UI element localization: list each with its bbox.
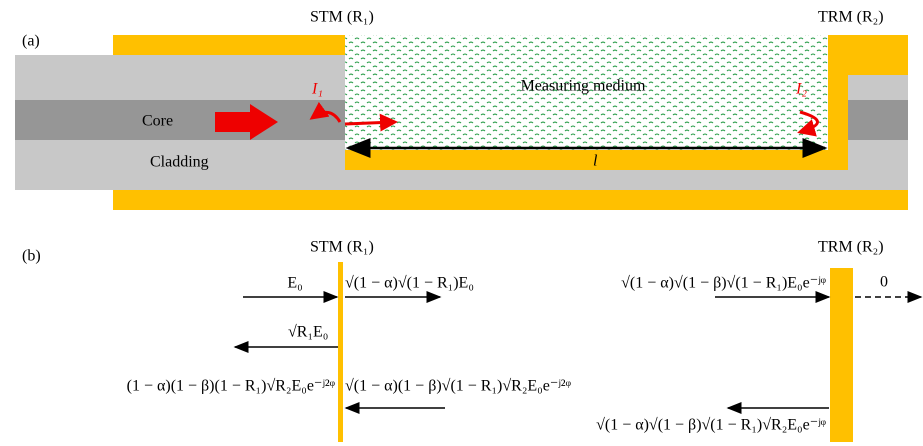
- cladding-bottom: [345, 170, 848, 190]
- panel-label: (b): [22, 248, 41, 265]
- panel-a: (a) STM (R₁) TRM (R₂) Measuring medium I…: [15, 9, 908, 210]
- expression: E₀: [287, 275, 302, 292]
- panel-label: (a): [22, 33, 40, 50]
- i2-label: I₂: [795, 81, 807, 98]
- expression: (1 − α)(1 − β)(1 − R₁)√R₂E₀e⁻ʲ²ᵠ: [127, 378, 336, 395]
- stm-mirror: [338, 262, 343, 442]
- i1-label: I₁: [311, 81, 323, 98]
- core-left: [15, 100, 345, 140]
- transmit-arrow: [345, 122, 395, 124]
- diagram: (a) STM (R₁) TRM (R₂) Measuring medium I…: [0, 0, 923, 446]
- core-label: Core: [142, 113, 173, 130]
- stm-label: STM (R₁): [310, 9, 374, 26]
- cladding-label: Cladding: [150, 154, 209, 171]
- expression: √R₁E₀: [288, 324, 328, 341]
- expression: √(1 − α)√(1 − R₁)E₀: [345, 275, 474, 292]
- expression: √(1 − α)√(1 − β)√(1 − R₁)√R₂E₀e⁻ʲᵠ: [596, 417, 827, 434]
- expression: √(1 − α)(1 − β)√(1 − R₁)√R₂E₀e⁻ʲ²ᵠ: [345, 378, 572, 395]
- core-right: [848, 100, 908, 140]
- length-label: l: [593, 153, 598, 170]
- trm-label: TRM (R₂): [818, 239, 884, 256]
- medium-label: Measuring medium: [521, 78, 646, 95]
- expression: √(1 − α)√(1 − β)√(1 − R₁)E₀e⁻ʲᵠ: [621, 275, 827, 292]
- trm-label: TRM (R₂): [818, 9, 884, 26]
- panel-b: (b) STM (R₁) TRM (R₂) E₀ √(1 − α)√(1 − R…: [22, 239, 921, 442]
- expression: 0: [880, 274, 888, 291]
- trm-mirror: [830, 268, 853, 442]
- stm-label: STM (R₁): [310, 239, 374, 256]
